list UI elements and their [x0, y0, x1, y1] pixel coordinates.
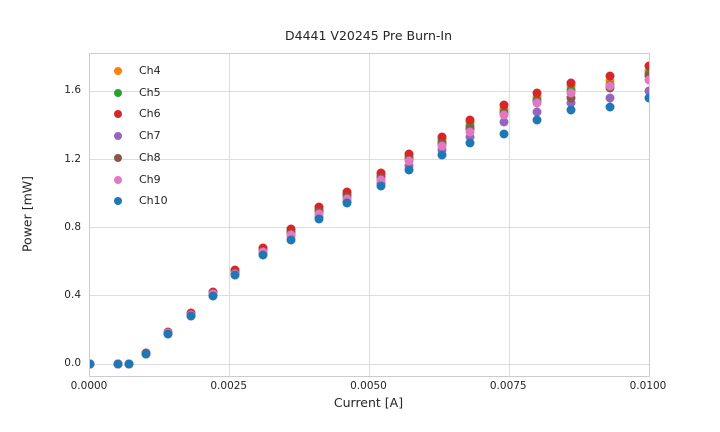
data-point-ch6	[605, 71, 615, 81]
data-point-ch6	[532, 88, 542, 98]
data-point-ch9	[499, 110, 509, 120]
legend-item-ch8: Ch8	[90, 150, 210, 166]
data-point-ch10	[437, 150, 447, 160]
gridline-horizontal	[90, 90, 649, 92]
data-point-ch10	[163, 329, 173, 339]
legend-label: Ch6	[139, 107, 161, 121]
data-point-ch6	[437, 132, 447, 142]
y-tick-label: 0.0	[64, 357, 81, 370]
data-point-ch9	[286, 230, 296, 240]
data-point-ch10	[376, 181, 386, 191]
legend-item-ch6: Ch6	[90, 106, 210, 122]
data-point-ch10	[124, 359, 134, 369]
data-point-ch7	[605, 93, 615, 103]
legend-label: Ch9	[139, 172, 161, 186]
legend-item-ch4: Ch4	[90, 63, 210, 79]
data-point-ch9	[644, 75, 649, 85]
data-point-ch10	[286, 235, 296, 245]
data-point-ch10	[404, 165, 414, 175]
gridline-vertical	[508, 54, 510, 376]
legend-label: Ch7	[139, 129, 161, 143]
x-tick-label: 0.0075	[489, 380, 527, 392]
data-point-ch6	[644, 61, 649, 71]
data-point-ch9	[404, 156, 414, 166]
legend-marker-icon	[114, 153, 122, 162]
data-point-ch7	[532, 107, 542, 117]
legend-item-ch7: Ch7	[90, 128, 210, 144]
gridline-horizontal	[90, 159, 649, 161]
x-tick-label: 0.0100	[629, 380, 667, 392]
data-point-ch10	[113, 359, 123, 369]
legend-item-ch9: Ch9	[90, 172, 210, 188]
legend-marker-icon	[114, 110, 122, 119]
plot-area: Ch4 Ch5 Ch6 Ch7 Ch8 Ch9 Ch10	[89, 53, 650, 377]
data-point-ch10	[342, 198, 352, 208]
data-point-ch10	[644, 93, 649, 103]
data-point-ch10	[465, 138, 475, 148]
data-point-ch10	[208, 291, 218, 301]
legend-item-ch5: Ch5	[90, 85, 210, 101]
x-tick-label: 0.0050	[350, 380, 387, 392]
data-point-ch10	[186, 311, 196, 321]
data-point-ch9	[605, 81, 615, 91]
gridline-vertical	[369, 54, 370, 376]
y-tick-label: 1.6	[64, 84, 81, 97]
y-tick-label: 1.2	[64, 152, 81, 165]
legend-marker-icon	[114, 132, 122, 141]
data-point-ch9	[437, 141, 447, 151]
data-point-ch9	[314, 209, 324, 219]
data-point-ch10	[314, 214, 324, 224]
data-point-ch6	[314, 202, 324, 212]
legend-label: Ch4	[139, 64, 161, 77]
data-point-ch10	[230, 270, 240, 280]
gridline-horizontal	[90, 363, 649, 365]
data-point-ch10	[566, 105, 576, 115]
data-point-ch6	[342, 187, 352, 197]
data-point-ch10	[258, 250, 268, 260]
legend: Ch4 Ch5 Ch6 Ch7 Ch8 Ch9 Ch10	[90, 54, 210, 274]
data-point-ch10	[532, 115, 542, 125]
legend-label: Ch5	[139, 85, 161, 99]
y-tick-label: 0.8	[64, 220, 81, 233]
data-point-ch9	[465, 127, 475, 137]
x-tick-label: 0.0025	[210, 380, 248, 392]
y-axis-label: Power [mW]	[19, 175, 35, 253]
legend-marker-icon	[114, 175, 122, 184]
gridline-horizontal	[90, 295, 649, 297]
data-point-ch6	[566, 78, 576, 88]
x-axis-label: Current [A]	[333, 395, 404, 410]
legend-marker-icon	[114, 197, 122, 206]
data-point-ch10	[90, 359, 95, 369]
data-point-ch6	[376, 168, 386, 178]
data-point-ch7	[644, 86, 649, 96]
legend-marker-icon	[114, 67, 122, 75]
data-point-ch9	[532, 98, 542, 108]
legend-label: Ch10	[139, 194, 168, 208]
legend-marker-icon	[114, 88, 122, 97]
data-point-ch7	[499, 117, 509, 127]
data-point-ch9	[566, 88, 576, 98]
gridline-vertical	[229, 54, 231, 376]
data-point-ch6	[404, 149, 414, 159]
data-point-ch10	[605, 102, 615, 112]
data-point-ch6	[499, 100, 509, 110]
y-tick-label: 0.4	[64, 288, 81, 301]
data-point-ch6	[465, 115, 475, 125]
data-point-ch7	[465, 132, 475, 142]
x-tick-label: 0.0000	[70, 380, 108, 392]
data-point-ch9	[376, 175, 386, 185]
legend-label: Ch8	[139, 150, 161, 164]
chart-title: D4441 V20245 Pre Burn-In	[284, 28, 452, 43]
legend-item-ch10: Ch10	[90, 193, 210, 209]
gridline-horizontal	[90, 227, 649, 229]
data-point-ch10	[141, 349, 151, 359]
data-point-ch7	[566, 98, 576, 108]
data-point-ch8	[566, 93, 576, 103]
data-point-ch10	[499, 129, 509, 139]
